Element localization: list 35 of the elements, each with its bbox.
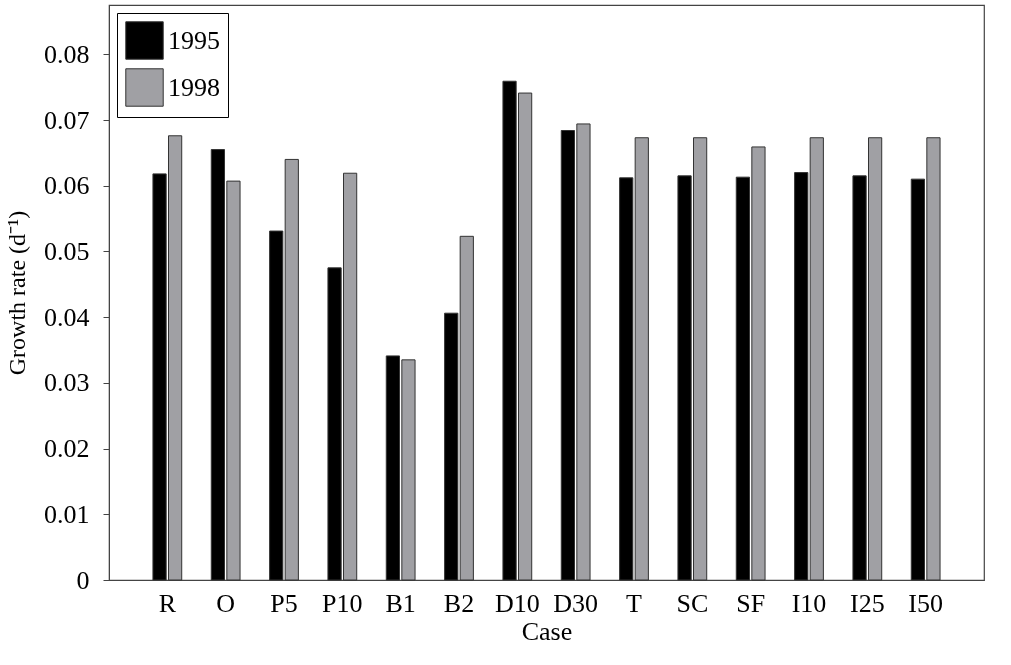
x-tick-label: T — [626, 588, 643, 618]
x-tick-label: R — [158, 588, 177, 618]
x-tick-label: I25 — [850, 588, 885, 618]
bar — [269, 230, 284, 581]
x-tick-label: B2 — [443, 588, 475, 618]
y-tick-label: 0.01 — [44, 499, 90, 529]
y-tick-label: 0.05 — [44, 236, 90, 266]
x-axis-title: Case — [521, 616, 573, 646]
bar — [459, 235, 474, 581]
x-tick-label: P5 — [270, 588, 298, 618]
y-tick-label: 0.06 — [44, 171, 90, 201]
x-tick-label: SC — [676, 588, 709, 618]
x-tick-label: I50 — [908, 588, 943, 618]
x-tick-label: O — [216, 588, 236, 618]
legend-label: 1998 — [168, 72, 220, 102]
bar — [444, 312, 459, 581]
x-tick-label: B1 — [385, 588, 416, 618]
y-axis-title: Growth rate (d⁻¹) — [4, 210, 30, 376]
x-tick-label: D10 — [494, 588, 540, 618]
y-tick-label: 0.04 — [44, 302, 90, 332]
y-tick-label: 0 — [76, 565, 90, 595]
x-tick-label: SF — [736, 588, 766, 618]
bar — [284, 158, 299, 581]
y-tick-label: 0.08 — [44, 39, 90, 69]
y-tick-label: 0.07 — [44, 105, 90, 135]
legend-label: 1995 — [168, 25, 220, 55]
bar — [794, 172, 809, 581]
bar — [634, 137, 649, 581]
y-tick-label: 0.02 — [44, 434, 90, 464]
y-tick-label: 0.03 — [44, 368, 90, 398]
x-tick-label: D30 — [553, 588, 599, 618]
x-tick-label: P10 — [322, 588, 363, 618]
bar — [809, 137, 824, 581]
x-tick-label: I10 — [791, 588, 827, 618]
bar — [619, 177, 634, 581]
